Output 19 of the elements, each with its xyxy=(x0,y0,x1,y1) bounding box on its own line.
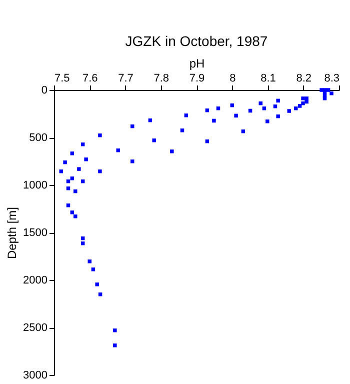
x-tick-label: 8.1 xyxy=(260,72,276,84)
y-tick-label: 1000 xyxy=(23,180,48,192)
x-tick-label: 8.2 xyxy=(296,72,312,84)
y-tick-label: 0 xyxy=(41,84,48,96)
x-tick-label: 8 xyxy=(230,72,236,84)
y-tick-label: 2500 xyxy=(23,322,48,334)
y-tick-label: 2000 xyxy=(23,274,48,286)
x-tick-label: 7.8 xyxy=(154,72,170,84)
x-axis-title: pH xyxy=(189,56,205,70)
x-tick-label: 7.5 xyxy=(54,72,70,84)
x-tick-label: 7.9 xyxy=(189,72,205,84)
x-tick-label: 7.7 xyxy=(118,72,134,84)
chart-title: JGZK in October, 1987 xyxy=(125,33,268,49)
y-tick-label: 1500 xyxy=(23,227,48,239)
x-tick-label: 8.3 xyxy=(324,72,340,84)
x-tick-label: 7.6 xyxy=(82,72,98,84)
y-tick-label: 3000 xyxy=(23,370,48,382)
y-axis-title: Depth [m] xyxy=(5,206,20,260)
y-tick-label: 500 xyxy=(29,132,48,144)
